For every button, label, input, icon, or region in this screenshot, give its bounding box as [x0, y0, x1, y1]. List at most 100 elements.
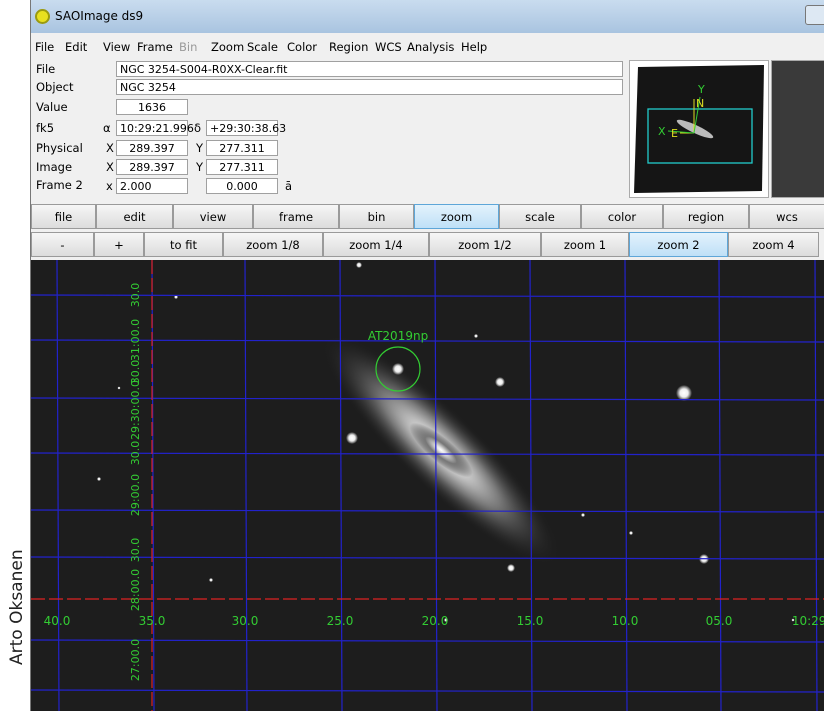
info-field: 277.311: [206, 140, 278, 156]
star: [495, 377, 505, 387]
toolbar-button[interactable]: edit: [96, 204, 173, 229]
star: [474, 334, 478, 338]
compass: [693, 96, 701, 134]
grid-line: [31, 689, 824, 693]
credit: Arto Oksanen: [7, 549, 27, 665]
grid-line: [31, 452, 824, 456]
star: [346, 432, 358, 444]
info-symbol: α: [103, 121, 111, 135]
info-label: Object: [36, 80, 74, 94]
grid-line: [31, 294, 824, 298]
star: [117, 386, 121, 390]
info-symbol: δ: [194, 121, 202, 135]
toolbar-button[interactable]: zoom 1: [541, 232, 629, 257]
y-axis-label: 30.0: [129, 538, 142, 563]
window-title: SAOImage ds9: [55, 9, 144, 23]
info-label: Value: [36, 100, 68, 114]
star: [444, 618, 448, 622]
compass: [667, 130, 695, 134]
info-label: File: [36, 62, 56, 76]
menu-item[interactable]: Edit: [65, 40, 88, 54]
menu-item[interactable]: File: [35, 40, 55, 54]
grid-line: [814, 260, 818, 711]
title-bar: SAOImage ds9: [31, 0, 824, 33]
region-circle[interactable]: [375, 346, 421, 392]
info-field: 289.397: [116, 140, 188, 156]
x-axis-label: 10:29:0: [792, 614, 824, 628]
menu-item[interactable]: Analysis: [407, 40, 455, 54]
star: [174, 295, 178, 299]
star: [209, 578, 213, 582]
menu-item[interactable]: Zoom: [211, 40, 245, 54]
grid-line: [31, 339, 824, 343]
menu-item[interactable]: Scale: [247, 40, 278, 54]
info-symbol: Y: [196, 160, 204, 174]
star: [791, 618, 795, 622]
toolbar-button[interactable]: +: [94, 232, 144, 257]
toolbar-button[interactable]: -: [31, 232, 94, 257]
info-field: 2.000: [116, 178, 188, 194]
panner: N E Y X: [629, 60, 769, 198]
grid-line: [434, 260, 438, 711]
y-axis-label: 31:00.0: [129, 319, 142, 361]
galaxy-core: [409, 422, 473, 478]
x-axis-label: 35.0: [139, 614, 166, 628]
x-axis-label: 40.0: [44, 614, 71, 628]
info-panel: File Object Value fk5 Physical Image Frame 2 NG…: [31, 58, 824, 200]
grid-line: [31, 639, 824, 643]
toolbar-button[interactable]: to fit: [144, 232, 223, 257]
menu-item[interactable]: Color: [287, 40, 318, 54]
toolbar-button[interactable]: frame: [253, 204, 339, 229]
menu-bar: File Edit View Frame Bin Zoom Scale Color Region…: [31, 38, 824, 58]
x-axis-label: 30.0: [232, 614, 259, 628]
region-label: AT2019np: [368, 329, 428, 343]
toolbar-button[interactable]: scale: [499, 204, 581, 229]
window-button[interactable]: [805, 5, 824, 25]
info-label: Physical: [36, 141, 83, 155]
info-field: 10:29:21.996: [116, 120, 194, 136]
toolbar-button[interactable]: zoom 1/4: [323, 232, 429, 257]
toolbar-button[interactable]: zoom: [414, 204, 499, 229]
grid-line: [56, 260, 60, 711]
y-axis-label: 30.0: [129, 283, 142, 308]
compass-label: X: [658, 125, 666, 138]
toolbar-button[interactable]: zoom 2: [629, 232, 728, 257]
grid-line: [624, 260, 628, 711]
toolbar-button[interactable]: color: [581, 204, 663, 229]
x-axis-label: 15.0: [517, 614, 544, 628]
info-field: 277.311: [206, 159, 278, 175]
toolbar-button[interactable]: view: [173, 204, 253, 229]
button-row: file edit view frame bin zoom scale color region…: [31, 203, 824, 230]
info-field: NGC 3254: [116, 79, 623, 95]
info-field: +29:30:38.63: [206, 120, 286, 136]
y-axis-label: 29:00.0: [129, 474, 142, 516]
panner-box[interactable]: [647, 108, 753, 164]
toolbar-button[interactable]: zoom 1/2: [429, 232, 541, 257]
menu-item[interactable]: Bin: [179, 40, 198, 54]
x-axis-label: 20.0: [422, 614, 449, 628]
grid-line: [529, 260, 533, 711]
menu-item[interactable]: Region: [329, 40, 369, 54]
button-row: - + to fit zoom 1/8 zoom 1/4 zoom 1/2 zoom 1 zo…: [31, 231, 824, 258]
grid-line: [31, 556, 824, 560]
menu-item[interactable]: Frame: [137, 40, 173, 54]
compass-label: Y: [697, 83, 705, 96]
toolbar-button[interactable]: zoom 1/8: [223, 232, 323, 257]
toolbar-button[interactable]: file: [31, 204, 96, 229]
toolbar-button[interactable]: region: [663, 204, 749, 229]
y-axis-label: 30.0: [129, 441, 142, 466]
toolbar-button[interactable]: zoom 4: [728, 232, 819, 257]
menu-item[interactable]: View: [103, 40, 131, 54]
menu-item[interactable]: WCS: [375, 40, 402, 54]
grid-line: [718, 260, 722, 711]
info-symbol: Y: [196, 141, 204, 155]
compass-label: N: [696, 97, 704, 110]
panner-view: N E Y X: [634, 65, 764, 193]
magnifier: [771, 60, 824, 198]
info-symbol: ā: [285, 179, 293, 193]
grid-line: [31, 397, 824, 401]
toolbar-button[interactable]: bin: [339, 204, 414, 229]
toolbar-button[interactable]: wcs: [749, 204, 824, 229]
menu-item[interactable]: Help: [461, 40, 488, 54]
